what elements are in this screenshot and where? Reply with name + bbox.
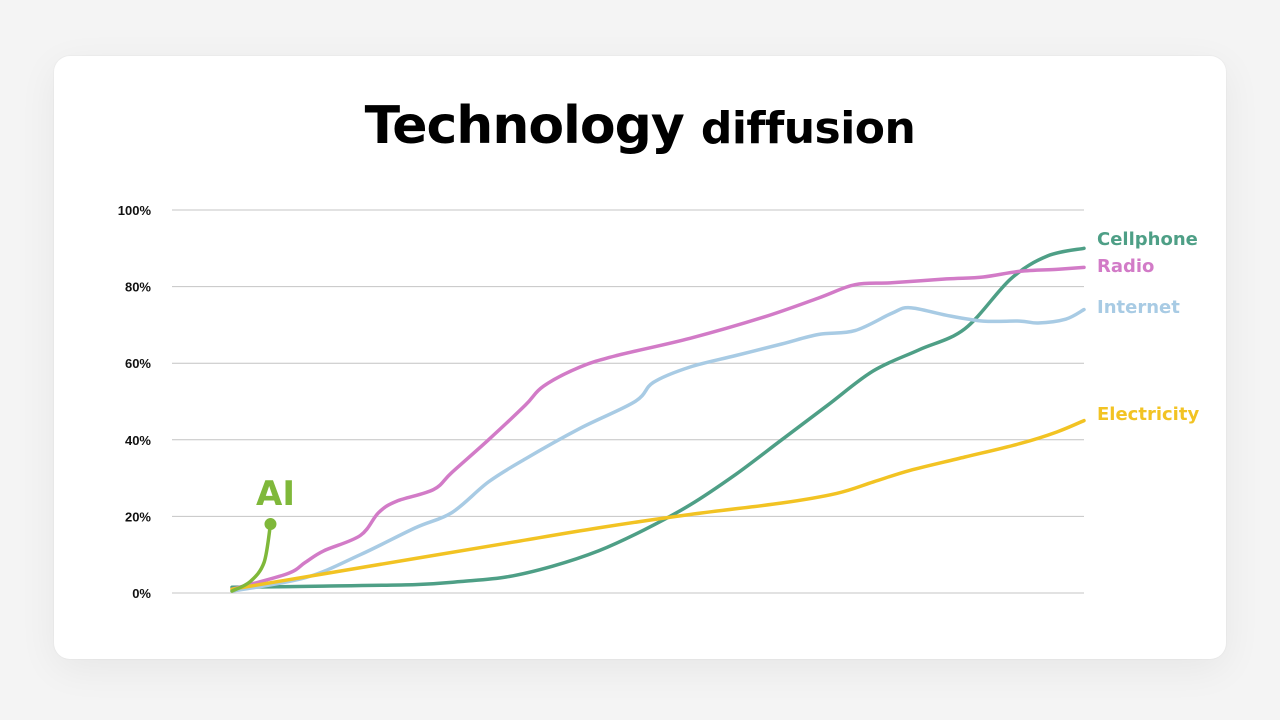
y-tick-label: 20% — [125, 509, 151, 524]
series-line-electricity — [230, 418, 1086, 591]
gridlines — [172, 209, 1084, 594]
series-labels: Cellphone Radio Internet Electricity AI — [256, 229, 1199, 514]
series-label-cellphone: Cellphone — [1097, 229, 1198, 250]
series-line-cellphone — [230, 246, 1086, 590]
series-label-ai: AI — [256, 474, 295, 514]
y-tick-label: 80% — [125, 280, 151, 295]
chart-title-main: Technology — [364, 96, 685, 156]
series-label-internet: Internet — [1097, 297, 1180, 318]
chart-title: Technology diffusion — [0, 96, 1280, 159]
series-lines — [230, 246, 1086, 593]
y-tick-label: 100% — [118, 203, 152, 218]
series-endpoint-ai — [264, 518, 277, 531]
chart-title-sub: diffusion — [700, 103, 916, 154]
y-tick-label: 0% — [132, 586, 151, 601]
y-tick-label: 40% — [125, 433, 151, 448]
series-line-internet — [230, 305, 1086, 593]
series-line-radio — [230, 265, 1086, 591]
series-line-ai — [230, 522, 273, 593]
series-label-radio: Radio — [1097, 256, 1154, 277]
series-label-electricity: Electricity — [1097, 404, 1199, 425]
y-axis-ticks: 0% 20% 40% 60% 80% 100% — [118, 203, 152, 601]
y-tick-label: 60% — [125, 356, 151, 371]
chart-card — [54, 56, 1226, 659]
